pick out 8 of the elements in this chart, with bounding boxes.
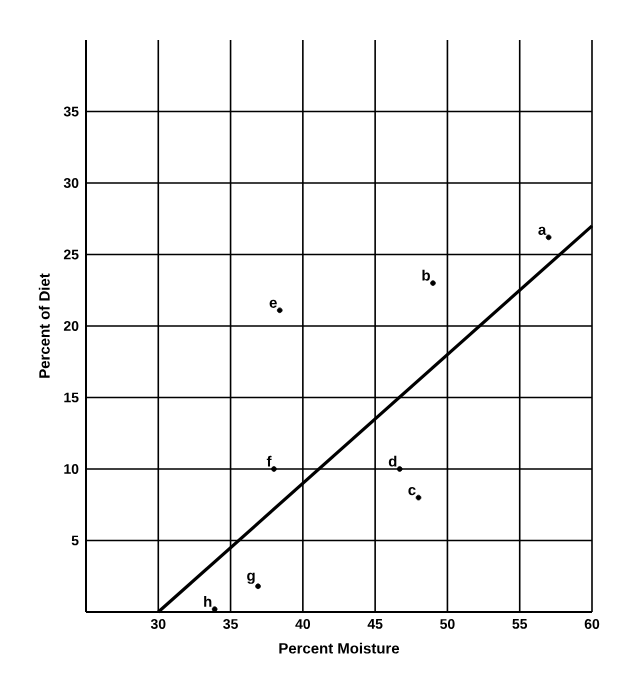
point — [211, 606, 218, 612]
point — [276, 307, 283, 314]
point — [430, 280, 436, 286]
point — [545, 234, 552, 241]
point — [396, 466, 403, 472]
point — [415, 494, 422, 501]
point — [271, 466, 277, 472]
point — [255, 583, 261, 590]
